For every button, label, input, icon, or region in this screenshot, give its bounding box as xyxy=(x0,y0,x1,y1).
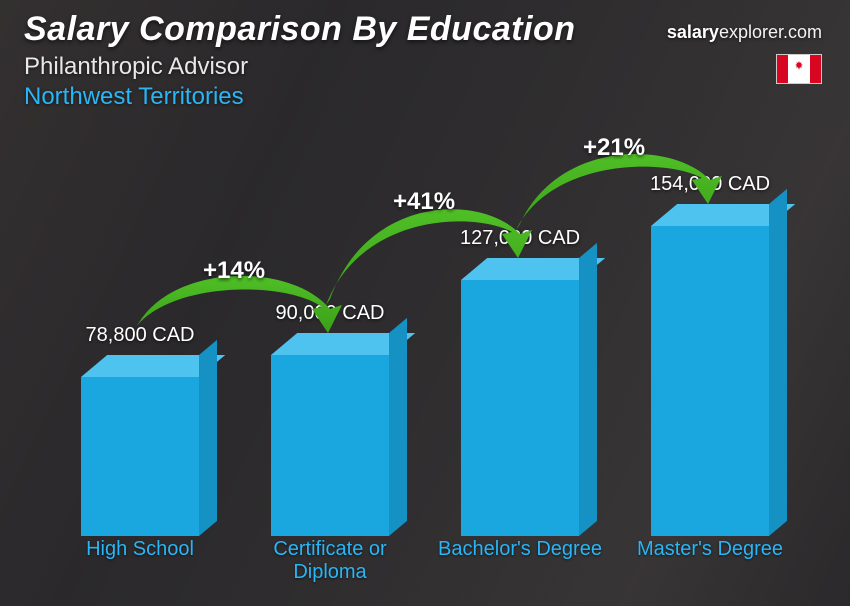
x-axis-label: Certificate or Diploma xyxy=(240,538,420,588)
brand-bold: salary xyxy=(667,22,719,42)
bar xyxy=(271,355,389,536)
canada-flag-icon xyxy=(776,54,822,84)
x-axis-label: Bachelor's Degree xyxy=(430,538,610,588)
brand-thin: explorer xyxy=(719,22,783,42)
brand-label: salaryexplorer.com xyxy=(667,22,822,43)
increase-percent-label: +21% xyxy=(583,134,645,162)
bar-side xyxy=(769,189,787,536)
bar xyxy=(81,377,199,536)
bar-front xyxy=(651,226,769,536)
bar-side xyxy=(579,243,597,536)
bar-side xyxy=(199,340,217,536)
x-axis-label: Master's Degree xyxy=(620,538,800,588)
bar-value-label: 127,000 CAD xyxy=(460,227,580,250)
bar-value-label: 78,800 CAD xyxy=(86,324,195,347)
increase-percent-label: +41% xyxy=(393,188,455,216)
brand-suffix: .com xyxy=(783,22,822,42)
x-axis-label: High School xyxy=(50,538,230,588)
flag-center xyxy=(788,55,810,83)
stage: Salary Comparison By Education Philanthr… xyxy=(0,0,850,606)
maple-leaf-icon xyxy=(792,60,806,78)
flag-band-right xyxy=(810,55,821,83)
bar-front xyxy=(461,280,579,536)
bar-value-label: 90,000 CAD xyxy=(276,302,385,325)
bar-front xyxy=(81,377,199,536)
bar-front xyxy=(271,355,389,536)
bar-value-label: 154,000 CAD xyxy=(650,173,770,196)
bar xyxy=(461,280,579,536)
chart-subtitle-role: Philanthropic Advisor xyxy=(24,53,826,81)
bar-side xyxy=(389,318,407,536)
flag-band-left xyxy=(777,55,788,83)
increase-percent-label: +14% xyxy=(203,257,265,285)
bar-chart: High School 78,800 CAD Certificate or Dipl… xyxy=(40,88,790,588)
bar xyxy=(651,226,769,536)
